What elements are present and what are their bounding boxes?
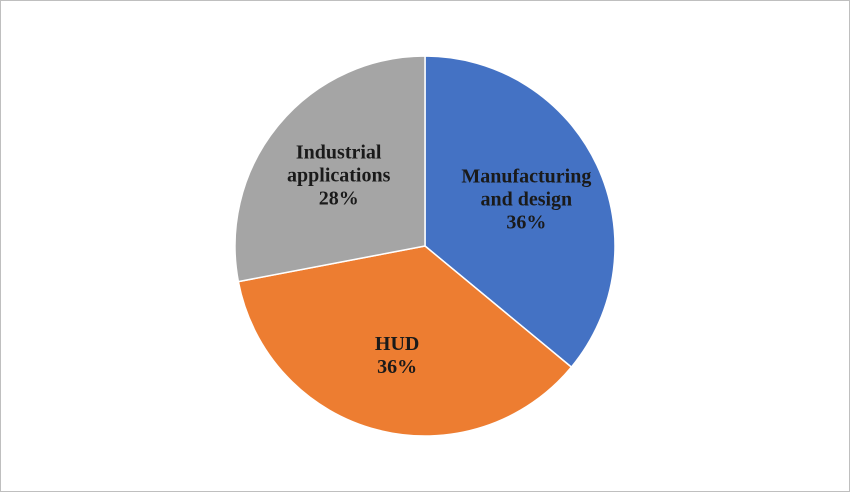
pie-category-label: Industrial [296,142,382,164]
pie-category-label: Manufacturing [461,165,591,187]
pie-percent-label: 36% [506,211,546,233]
pie-slice-industrial-applications [234,55,426,283]
pie-slice-hud [237,245,573,437]
pie-label-manufacturing-and-design: Manufacturing and design 36% [461,165,591,233]
pie-category-label: HUD [375,333,419,355]
pie-percent-label: 28% [319,188,359,210]
pie-label-industrial-applications: Industrial applications 28% [287,142,391,210]
pie-percent-label: 36% [377,356,417,378]
pie-category-label: applications [287,165,391,187]
pie-slice-manufacturing-and-design [424,55,616,369]
pie-label-hud: HUD 36% [375,333,419,378]
pie-category-label: and design [480,188,572,210]
